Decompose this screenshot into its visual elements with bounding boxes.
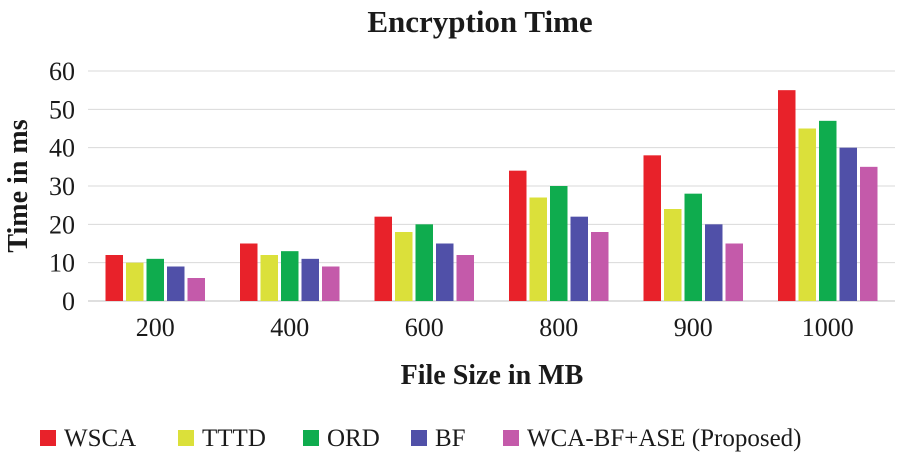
legend-swatch: [303, 430, 319, 446]
bar-ord-400: [281, 251, 299, 301]
bar-bf-1000: [839, 147, 857, 301]
legend-label: ORD: [327, 425, 380, 452]
legend: WSCA TTTD ORD BF WCA-BF+ASE (Proposed): [40, 425, 802, 452]
legend-swatch: [178, 430, 194, 446]
gridlines: [88, 70, 895, 302]
x-tick-label: 600: [405, 313, 444, 342]
y-tick-label: 50: [49, 95, 75, 124]
bar-wsca-900: [643, 155, 661, 301]
bar-ord-800: [550, 186, 568, 301]
bar-wca-bf-ase-proposed--200: [187, 278, 205, 301]
x-tick-label: 900: [674, 313, 713, 342]
y-axis-title: Time in ms: [3, 119, 34, 252]
y-tick-label: 30: [49, 172, 75, 201]
y-tick-label: 40: [49, 134, 75, 163]
x-axis-title: File Size in MB: [401, 360, 584, 391]
bar-bf-900: [705, 224, 723, 301]
x-tick-label: 800: [539, 313, 578, 342]
bar-wsca-600: [374, 216, 392, 301]
bar-ord-600: [415, 224, 433, 301]
bar-tttd-400: [260, 255, 278, 301]
bar-wca-bf-ase-proposed--1000: [860, 166, 878, 301]
bar-wsca-200: [105, 255, 123, 301]
bar-bf-600: [436, 243, 454, 301]
bar-wca-bf-ase-proposed--900: [725, 243, 743, 301]
bar-tttd-1000: [798, 128, 816, 301]
legend-swatch: [503, 430, 519, 446]
bar-wsca-400: [240, 243, 258, 301]
y-tick-label: 0: [62, 287, 75, 316]
bar-bf-200: [167, 266, 185, 301]
bar-tttd-200: [126, 262, 144, 301]
bar-ord-900: [684, 193, 702, 301]
y-tick-label: 60: [49, 57, 75, 86]
y-axis-ticks: 0 10 20 30 40 50 60: [49, 57, 75, 316]
bar-bf-400: [301, 258, 319, 301]
chart-title: Encryption Time: [367, 4, 592, 39]
x-tick-label: 1000: [802, 313, 854, 342]
legend-label: WSCA: [64, 425, 136, 452]
legend-swatch: [40, 430, 56, 446]
y-tick-label: 20: [49, 210, 75, 239]
bar-wca-bf-ase-proposed--600: [456, 255, 474, 301]
bar-wsca-1000: [778, 90, 796, 302]
bars: [105, 90, 878, 302]
legend-label: WCA-BF+ASE (Proposed): [527, 425, 802, 452]
bar-ord-200: [146, 258, 164, 301]
bar-tttd-900: [664, 209, 682, 301]
legend-swatch: [411, 430, 427, 446]
bar-ord-1000: [819, 120, 837, 301]
bar-tttd-600: [395, 232, 413, 301]
x-tick-label: 400: [270, 313, 309, 342]
x-tick-label: 200: [136, 313, 175, 342]
bar-wca-bf-ase-proposed--800: [591, 232, 609, 301]
x-axis-ticks: 200 400 600 800 900 1000: [136, 313, 854, 342]
bar-tttd-800: [529, 197, 547, 301]
legend-label: BF: [435, 425, 466, 452]
y-tick-label: 10: [49, 249, 75, 278]
legend-label: TTTD: [202, 425, 266, 452]
bar-wca-bf-ase-proposed--400: [322, 266, 340, 301]
bar-bf-800: [570, 216, 588, 301]
bar-wsca-800: [509, 170, 527, 301]
